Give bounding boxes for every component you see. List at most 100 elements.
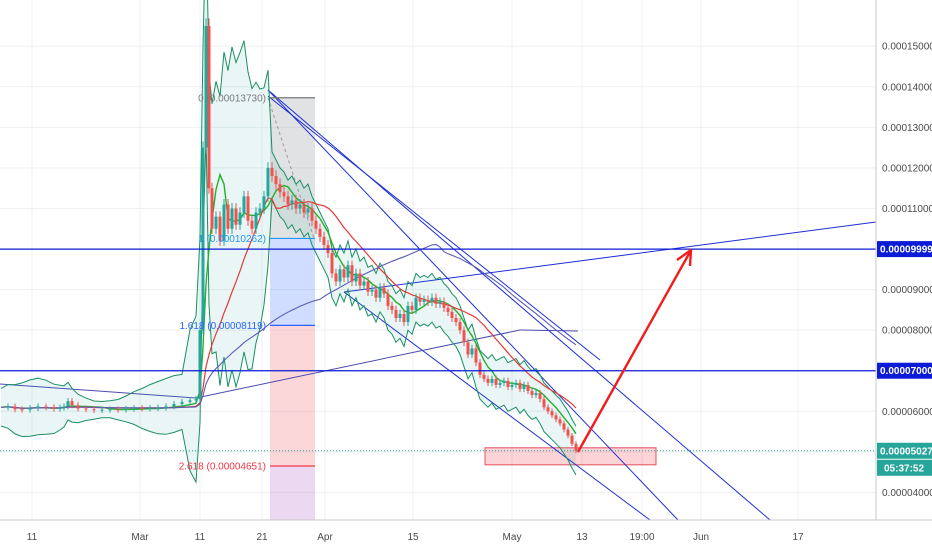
candle-body-84 xyxy=(418,297,422,302)
candle-body-115 xyxy=(542,399,546,408)
candle-body-79 xyxy=(398,313,402,319)
indicators xyxy=(0,0,577,484)
candle-body-70 xyxy=(362,281,366,286)
candle-body-38 xyxy=(234,208,238,225)
candle-body-2 xyxy=(13,406,17,410)
candle-body-72 xyxy=(370,289,374,292)
candle-body-44 xyxy=(258,208,262,213)
time-tick-6: May xyxy=(503,532,522,543)
candle-body-53 xyxy=(294,200,298,209)
ma-fast xyxy=(0,172,577,435)
candle-body-81 xyxy=(406,305,410,323)
time-tick-9: Jun xyxy=(693,532,709,543)
candle-body-105 xyxy=(502,380,506,383)
candles xyxy=(6,18,578,454)
candle-body-46 xyxy=(266,167,270,197)
trend-line-6 xyxy=(519,329,579,332)
candle-body-37 xyxy=(230,208,234,229)
candle-body-76 xyxy=(386,293,390,306)
candle-body-26 xyxy=(188,400,192,402)
candle-body-85 xyxy=(422,299,426,302)
trend-line-0 xyxy=(267,89,771,521)
candle-body-11 xyxy=(70,401,74,406)
candle-body-32 xyxy=(210,188,214,229)
candle-body-41 xyxy=(246,196,250,221)
price-tick-7: 0.00011000 xyxy=(882,204,932,215)
candle-body-120 xyxy=(562,423,566,430)
candle-body-4 xyxy=(28,408,32,410)
candle-body-9 xyxy=(62,406,66,408)
candle-body-35 xyxy=(222,204,226,241)
candle-body-123 xyxy=(574,443,578,451)
candle-body-109 xyxy=(518,382,522,389)
trend-line-7 xyxy=(267,95,601,361)
projection-arrow-head xyxy=(676,248,693,267)
candle-body-82 xyxy=(410,305,414,310)
countdown-tag-text: 05:37:52 xyxy=(884,463,924,474)
candle-body-29 xyxy=(201,147,205,331)
last-price-tag-bg xyxy=(877,442,932,459)
candle-body-59 xyxy=(318,228,322,237)
candle-body-13 xyxy=(84,408,88,410)
price-tags: 0.00009999 0.00007000 0.00005027 05:37:52 xyxy=(877,241,932,476)
candle-body-122 xyxy=(570,435,574,444)
countdown-tag-bg xyxy=(877,459,932,476)
candle-body-31 xyxy=(207,25,211,189)
candle-body-23 xyxy=(164,406,168,408)
candle-body-94 xyxy=(458,322,462,331)
fib-label-2: 1.618 (0.00008119) xyxy=(179,321,266,332)
candle-body-119 xyxy=(558,419,562,424)
candle-body-28 xyxy=(198,330,202,400)
time-tick-10: 17 xyxy=(792,532,804,543)
level-tag-0-text: 0.00009999 xyxy=(880,245,932,256)
candle-body-36 xyxy=(226,204,230,229)
horizontal-levels xyxy=(0,248,876,452)
candle-body-108 xyxy=(514,382,518,385)
price-tick-10: 0.00014000 xyxy=(882,82,932,93)
time-tick-5: 15 xyxy=(407,532,419,543)
candle-body-15 xyxy=(100,409,104,411)
candle-body-56 xyxy=(306,208,310,213)
candle-body-19 xyxy=(132,408,136,410)
candle-body-104 xyxy=(498,382,502,385)
time-tick-4: Apr xyxy=(317,532,333,543)
fib-zone-1-1618 xyxy=(270,238,315,326)
candle-body-42 xyxy=(250,220,254,229)
candle-body-65 xyxy=(342,269,346,278)
time-tick-2: 11 xyxy=(195,532,206,543)
candle-body-57 xyxy=(310,208,314,221)
candle-body-40 xyxy=(242,196,246,213)
candle-body-49 xyxy=(278,184,282,193)
candle-body-100 xyxy=(482,374,486,379)
candle-body-93 xyxy=(454,318,458,323)
candle-body-48 xyxy=(274,176,278,185)
candle-body-14 xyxy=(92,409,96,411)
candle-body-20 xyxy=(140,408,144,410)
candle-body-97 xyxy=(470,348,474,355)
fib-zone-below-2618 xyxy=(270,466,315,520)
candle-body-116 xyxy=(546,407,550,412)
candle-body-77 xyxy=(390,305,394,310)
projection-arrow-shaft xyxy=(576,251,692,453)
candle-body-54 xyxy=(298,204,302,209)
candle-body-87 xyxy=(430,297,434,302)
candle-body-112 xyxy=(530,391,534,396)
last-price-tag-text: 0.00005027 xyxy=(880,446,932,457)
candle-body-103 xyxy=(494,378,498,385)
candle-body-39 xyxy=(238,212,242,225)
ma-slow xyxy=(0,243,577,409)
level-tag-0-bg xyxy=(877,241,932,258)
candle-body-86 xyxy=(426,299,430,302)
candle-body-43 xyxy=(254,212,258,229)
time-axis[interactable]: 11 Mar 11 21 Apr 15 May 13 19:00 Jun 17 xyxy=(27,532,804,543)
candle-body-91 xyxy=(446,307,450,312)
fibonacci-levels: 0 (0.00013730) 1 (0.00010262) 1.618 (0.000… xyxy=(179,93,315,473)
candle-body-1 xyxy=(6,406,10,408)
trend-line-1 xyxy=(267,89,679,521)
candle-body-95 xyxy=(462,330,466,343)
candle-body-101 xyxy=(486,378,490,383)
candle-body-83 xyxy=(414,297,418,310)
candle-body-110 xyxy=(522,384,526,389)
price-tick-0: 0.00004000 xyxy=(882,488,932,499)
